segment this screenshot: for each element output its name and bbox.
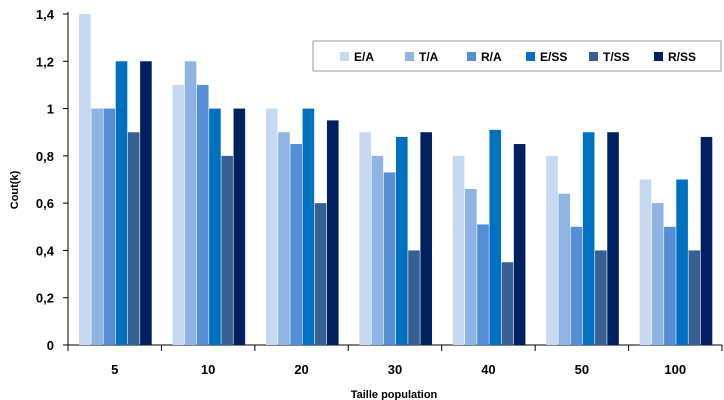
bar [383,172,396,345]
y-tick-label: 0,4 [36,243,55,258]
bar [115,61,128,346]
y-tick-label: 1,2 [36,54,54,69]
legend-label: T/A [419,50,439,64]
bar [570,226,583,345]
bar [408,250,420,345]
bar [607,132,619,345]
bar [278,132,290,345]
x-tick-label: 5 [111,362,118,377]
bar [465,188,477,345]
bar [359,132,371,345]
legend-box [312,40,722,72]
x-tick-label: 50 [575,362,589,377]
x-tick-label: 30 [388,362,402,377]
x-tick-label: 40 [481,362,495,377]
bar [639,179,652,345]
legend-label: R/SS [668,50,696,64]
bar [127,132,140,345]
bar [582,132,595,345]
bar [184,61,197,346]
bar [676,179,688,345]
legend: E/A T/A R/A E/SS T/SS R/SS [312,40,722,72]
bar [396,136,408,345]
bar [546,155,558,345]
bar [79,14,91,345]
bar [371,155,384,345]
bar [513,144,526,345]
y-tick-label: 0 [47,338,54,353]
bar [209,108,221,345]
bar [103,108,116,345]
legend-swatch [526,52,535,61]
bar [172,84,185,345]
bar [452,155,465,345]
legend-swatch [405,52,414,61]
x-axis: 5 10 20 30 40 50 100 [67,344,723,377]
bar [651,203,664,345]
bars [79,14,713,346]
bar [221,155,233,345]
y-tick-label: 1,4 [36,7,55,22]
legend-swatch [467,52,476,61]
x-axis-title: Taille population [351,389,438,400]
legend-swatch [589,52,598,61]
legend-label: T/SS [603,50,630,64]
bar [290,144,302,345]
x-tick-label: 100 [664,362,686,377]
legend-swatch [340,52,349,61]
bar [489,129,502,345]
bar [420,132,432,345]
y-tick-label: 0,6 [36,196,54,211]
legend-swatch [654,52,663,61]
bar [477,224,489,345]
legend-label: E/SS [540,50,567,64]
bar [700,136,713,345]
legend-label: E/A [354,50,374,64]
bar [326,120,339,346]
bar [558,193,571,345]
y-axis-title: Cout(k) [9,170,21,209]
bar [91,108,103,345]
bar [196,84,209,345]
bar [314,203,327,345]
y-axis: 0 0,2 0,4 0,6 0,8 1 1,2 1,4 [36,7,69,353]
legend-label: R/A [481,50,502,64]
bar [233,108,246,345]
bar [140,61,152,346]
bar [664,226,676,345]
bar [501,262,514,345]
x-tick-label: 20 [294,362,308,377]
y-tick-label: 0,8 [36,149,54,164]
bar [595,250,607,345]
bar [688,250,701,345]
x-tick-label: 10 [201,362,215,377]
bar [302,108,315,345]
bar [265,108,278,345]
y-tick-label: 0,2 [36,291,54,306]
y-tick-label: 1 [47,102,54,117]
